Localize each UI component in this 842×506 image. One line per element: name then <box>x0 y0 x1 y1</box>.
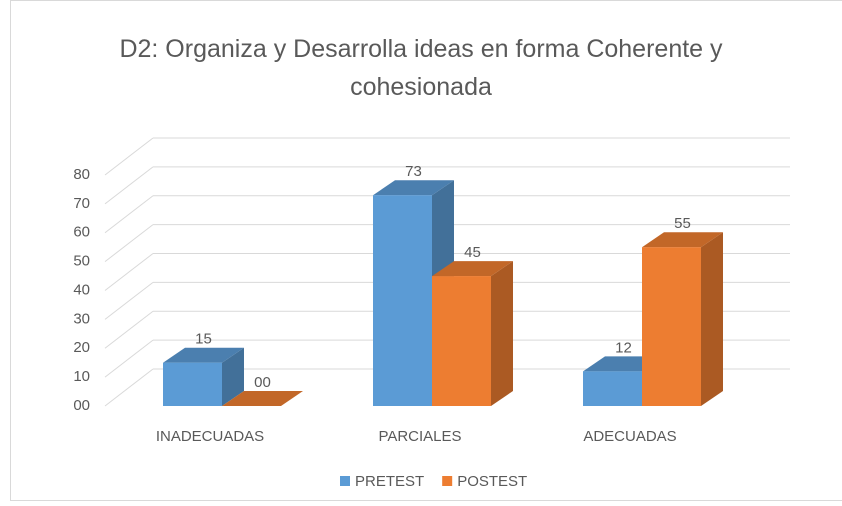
y-tick-label: 40 <box>73 281 90 298</box>
bar-side <box>701 232 723 406</box>
chart-title: D2: Organiza y Desarrolla ideas en forma… <box>119 35 723 101</box>
chart-border <box>10 0 842 501</box>
bar <box>583 371 642 406</box>
y-tick-label: 80 <box>73 166 90 183</box>
y-tick-label: 70 <box>73 195 90 212</box>
x-tick-label: PARCIALES <box>378 428 461 445</box>
bar <box>642 247 701 406</box>
bar <box>432 276 491 406</box>
data-label: 12 <box>615 339 632 356</box>
bar-top <box>642 232 723 248</box>
grid-line-depth <box>104 310 154 349</box>
data-label: 15 <box>195 331 212 348</box>
legend-label: POSTEST <box>457 473 527 490</box>
bar <box>163 362 222 406</box>
grid-line-depth <box>104 224 154 263</box>
y-tick-label: 30 <box>73 310 90 327</box>
y-tick-label: 00 <box>73 397 90 414</box>
grid-line-depth <box>104 195 154 234</box>
data-label: 73 <box>405 163 422 180</box>
legend-swatch <box>442 476 453 486</box>
legend-swatch <box>340 476 350 486</box>
grid-line-depth <box>104 253 154 291</box>
grid-line-depth <box>104 166 154 205</box>
bar-top <box>222 391 303 406</box>
data-label: 00 <box>254 374 271 391</box>
data-label: 45 <box>464 244 481 261</box>
y-tick-label: 20 <box>73 339 90 356</box>
grid-line-depth <box>104 281 154 320</box>
data-label: 55 <box>674 215 691 232</box>
x-tick-label: ADECUADAS <box>583 428 676 445</box>
grid-line-depth <box>104 339 154 378</box>
legend-label: PRETEST <box>355 473 424 490</box>
bar-top <box>432 261 513 277</box>
grid-line-depth <box>104 368 154 407</box>
bar <box>373 195 432 406</box>
y-tick-label: 60 <box>73 224 90 241</box>
y-tick-label: 10 <box>73 368 90 385</box>
bar-side <box>222 347 244 406</box>
bar-top <box>373 180 454 196</box>
grid-line-depth <box>104 137 154 176</box>
bar-side <box>491 261 513 406</box>
y-tick-label: 50 <box>73 253 90 270</box>
bar-top <box>163 347 244 363</box>
x-tick-label: INADECUADAS <box>156 428 264 445</box>
